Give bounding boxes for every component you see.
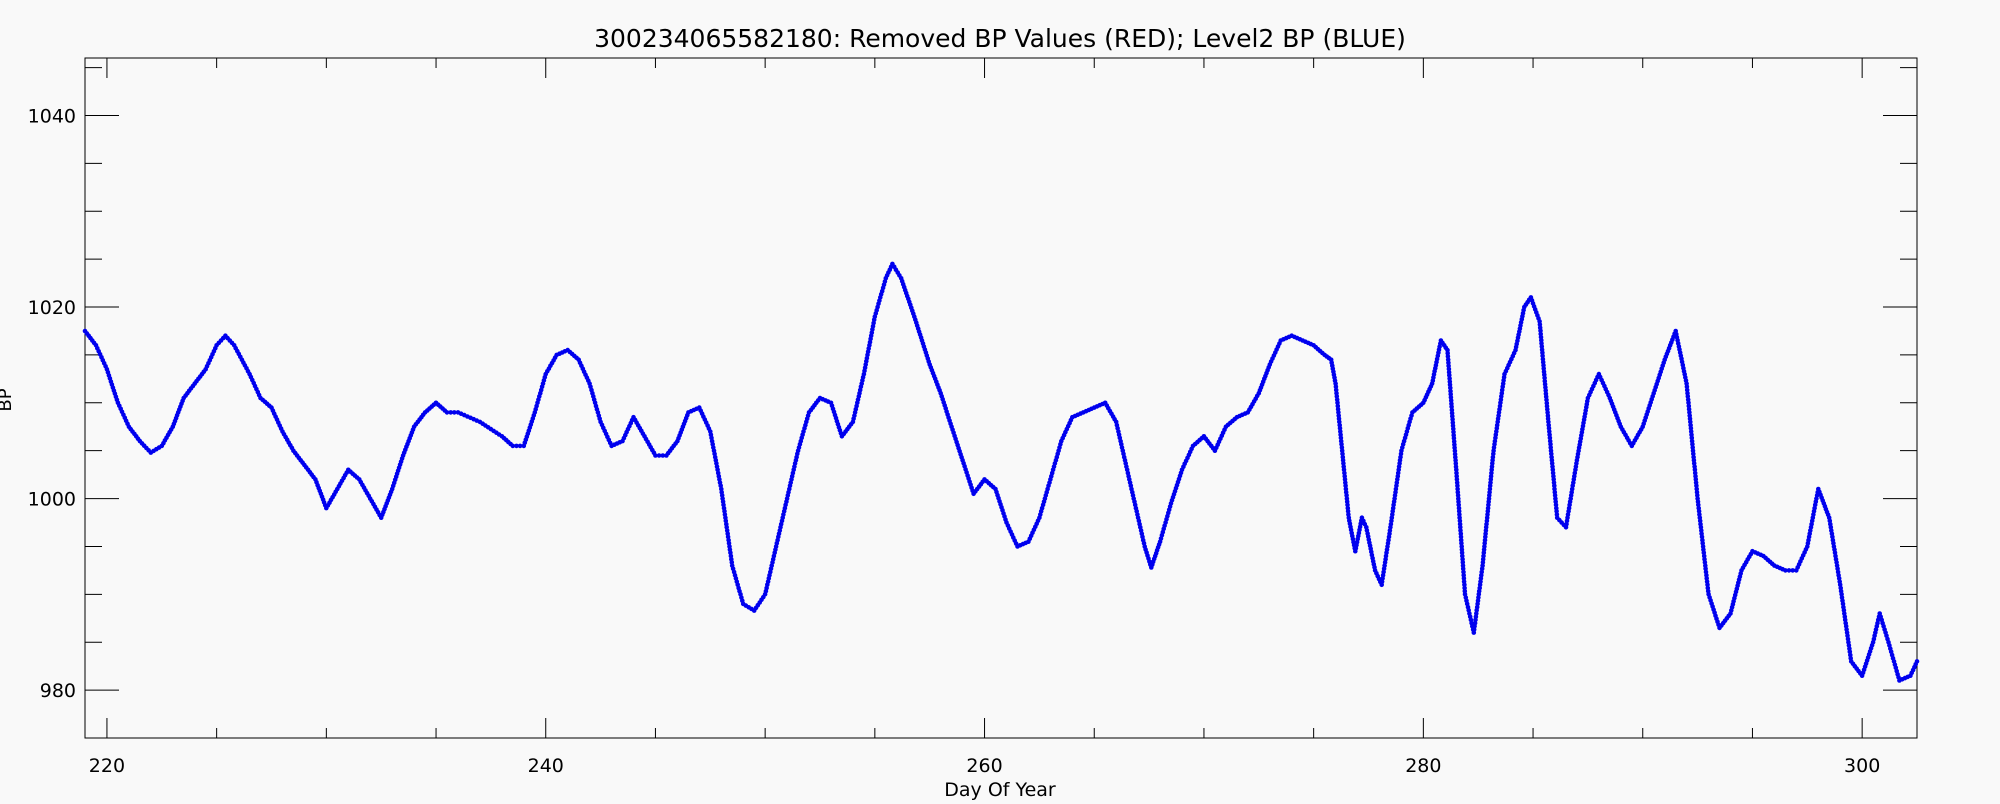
x-axis-label: Day Of Year [944, 779, 1056, 800]
x-tick-label: 280 [1405, 755, 1441, 777]
data-point [660, 453, 666, 458]
x-tick-label: 240 [528, 755, 564, 777]
data-point [1783, 568, 1788, 573]
data-point [510, 443, 516, 449]
data-point [514, 443, 519, 449]
data-point [656, 453, 662, 458]
plot-frame [84, 57, 1918, 739]
chart-title: 300234065582180: Removed BP Values (RED)… [594, 24, 1406, 53]
x-tick-label: 300 [1844, 755, 1880, 777]
data-point [1786, 568, 1792, 573]
series-level2-bp [82, 261, 1920, 683]
y-tick-label: 1020 [28, 297, 76, 319]
y-tick-label: 1000 [28, 489, 76, 511]
data-point [517, 443, 523, 449]
data-point [1914, 659, 1920, 664]
x-tick-label: 220 [89, 755, 125, 777]
y-tick-label: 1040 [28, 105, 76, 127]
y-tick-label: 980 [40, 680, 76, 702]
x-tick-label: 260 [966, 755, 1002, 777]
data-point [1790, 568, 1795, 573]
data-point [653, 453, 658, 458]
y-axis-label: BP [0, 388, 16, 411]
data-point [452, 410, 457, 415]
data-point [444, 410, 450, 415]
data-point [448, 410, 454, 415]
